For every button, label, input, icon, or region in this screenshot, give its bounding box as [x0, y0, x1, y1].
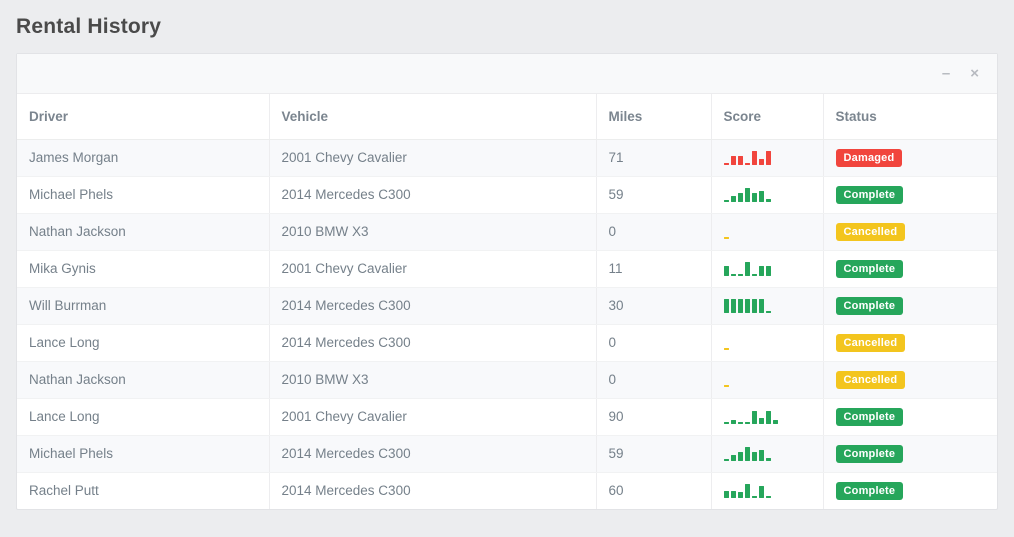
rental-history-table: Driver Vehicle Miles Score Status James …	[17, 94, 997, 509]
status-badge: Cancelled	[835, 370, 906, 389]
vehicle-cell: 2001 Chevy Cavalier	[269, 398, 597, 436]
miles-cell: 0	[596, 213, 712, 251]
driver-cell: James Morgan	[17, 139, 270, 177]
driver-cell: Nathan Jackson	[17, 361, 270, 399]
score-cell	[711, 398, 824, 436]
score-sparkline	[723, 224, 823, 239]
status-cell: Complete	[823, 435, 997, 473]
column-header-driver: Driver	[17, 94, 270, 140]
score-sparkline	[723, 150, 823, 165]
miles-cell: 59	[596, 176, 712, 214]
table-row[interactable]: James Morgan 2001 Chevy Cavalier 71 Dama…	[17, 139, 997, 177]
column-header-score: Score	[711, 94, 824, 140]
score-sparkline	[723, 409, 823, 424]
vehicle-cell: 2014 Mercedes C300	[269, 324, 597, 362]
column-header-vehicle: Vehicle	[269, 94, 597, 140]
column-header-status: Status	[823, 94, 997, 140]
score-sparkline	[723, 483, 823, 499]
status-cell: Complete	[823, 176, 997, 214]
status-cell: Complete	[823, 398, 997, 436]
panel-header: – ×	[17, 54, 997, 94]
status-badge: Damaged	[835, 148, 903, 167]
vehicle-cell: 2014 Mercedes C300	[269, 472, 597, 509]
miles-cell: 0	[596, 361, 712, 399]
page-title: Rental History	[16, 15, 162, 38]
minimize-icon[interactable]: –	[941, 65, 951, 82]
vehicle-cell: 2014 Mercedes C300	[269, 287, 597, 325]
status-cell: Complete	[823, 250, 997, 288]
driver-cell: Rachel Putt	[17, 472, 270, 509]
driver-cell: Michael Phels	[17, 435, 270, 473]
miles-cell: 90	[596, 398, 712, 436]
status-badge: Complete	[835, 259, 904, 278]
miles-cell: 59	[596, 435, 712, 473]
status-badge: Complete	[835, 296, 904, 315]
table-header-row: Driver Vehicle Miles Score Status	[17, 94, 997, 140]
score-cell	[711, 324, 824, 362]
score-sparkline	[723, 298, 823, 313]
vehicle-cell: 2010 BMW X3	[269, 361, 597, 399]
score-cell	[711, 472, 824, 509]
table-row[interactable]: Nathan Jackson 2010 BMW X3 0 Cancelled	[17, 361, 997, 399]
score-sparkline	[723, 187, 823, 202]
table-row[interactable]: Lance Long 2014 Mercedes C300 0 Cancelle…	[17, 324, 997, 362]
score-cell	[711, 213, 824, 251]
score-sparkline	[723, 372, 823, 387]
status-badge: Complete	[835, 444, 904, 463]
status-badge: Complete	[835, 481, 904, 500]
score-sparkline	[723, 261, 823, 276]
miles-cell: 0	[596, 324, 712, 362]
close-icon[interactable]: ×	[970, 65, 979, 82]
vehicle-cell: 2001 Chevy Cavalier	[269, 250, 597, 288]
vehicle-cell: 2010 BMW X3	[269, 213, 597, 251]
column-header-miles: Miles	[596, 94, 712, 140]
score-cell	[711, 176, 824, 214]
miles-cell: 30	[596, 287, 712, 325]
score-cell	[711, 250, 824, 288]
vehicle-cell: 2014 Mercedes C300	[269, 435, 597, 473]
driver-cell: Lance Long	[17, 324, 270, 362]
table-row[interactable]: Nathan Jackson 2010 BMW X3 0 Cancelled	[17, 213, 997, 251]
vehicle-cell: 2001 Chevy Cavalier	[269, 139, 597, 177]
driver-cell: Mika Gynis	[17, 250, 270, 288]
status-badge: Cancelled	[835, 333, 906, 352]
status-cell: Cancelled	[823, 361, 997, 399]
score-cell	[711, 287, 824, 325]
table-row[interactable]: Michael Phels 2014 Mercedes C300 59 Comp…	[17, 176, 997, 214]
table-row[interactable]: Michael Phels 2014 Mercedes C300 59 Comp…	[17, 435, 997, 473]
status-cell: Cancelled	[823, 324, 997, 362]
status-badge: Complete	[835, 185, 904, 204]
score-sparkline	[723, 446, 823, 461]
table-row[interactable]: Mika Gynis 2001 Chevy Cavalier 11 Comple…	[17, 250, 997, 288]
table-row[interactable]: Lance Long 2001 Chevy Cavalier 90 Comple…	[17, 398, 997, 436]
miles-cell: 11	[596, 250, 712, 288]
vehicle-cell: 2014 Mercedes C300	[269, 176, 597, 214]
table-row[interactable]: Rachel Putt 2014 Mercedes C300 60 Comple…	[17, 472, 997, 509]
driver-cell: Michael Phels	[17, 176, 270, 214]
status-cell: Complete	[823, 287, 997, 325]
status-badge: Cancelled	[835, 222, 906, 241]
status-cell: Complete	[823, 472, 997, 509]
driver-cell: Will Burrman	[17, 287, 270, 325]
score-sparkline	[723, 335, 823, 350]
status-cell: Cancelled	[823, 213, 997, 251]
rental-history-panel: – × Driver Vehicle Miles Score Status Ja…	[16, 53, 998, 510]
score-cell	[711, 435, 824, 473]
score-cell	[711, 361, 824, 399]
status-badge: Complete	[835, 407, 904, 426]
table-row[interactable]: Will Burrman 2014 Mercedes C300 30 Compl…	[17, 287, 997, 325]
miles-cell: 71	[596, 139, 712, 177]
miles-cell: 60	[596, 472, 712, 509]
driver-cell: Lance Long	[17, 398, 270, 436]
score-cell	[711, 139, 824, 177]
driver-cell: Nathan Jackson	[17, 213, 270, 251]
status-cell: Damaged	[823, 139, 997, 177]
